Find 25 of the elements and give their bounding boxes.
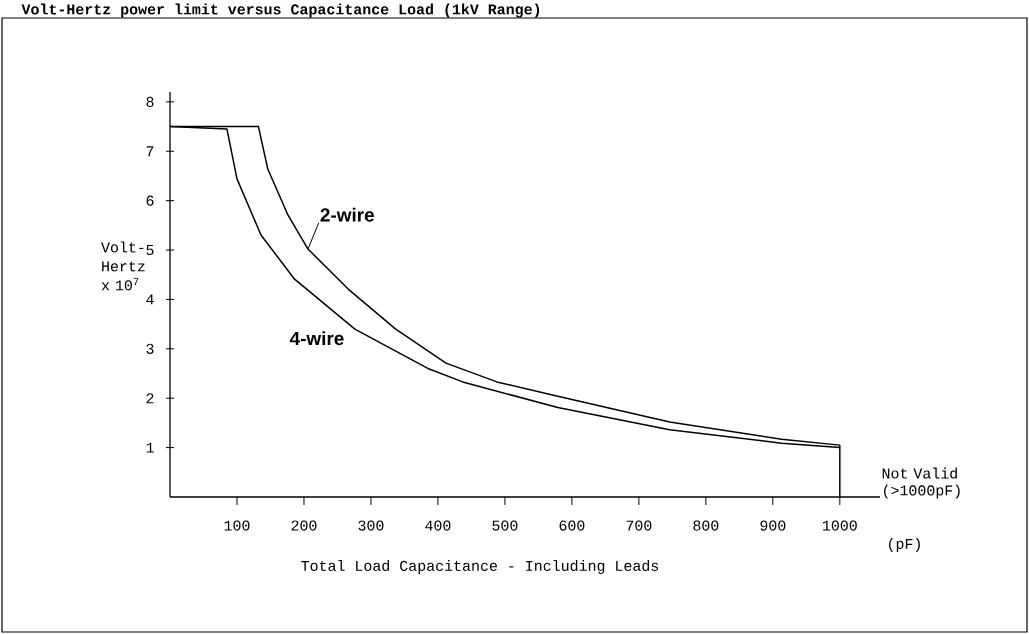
y-tick-label: 2 [146,393,154,404]
x-tick-label: 600 [559,520,585,531]
x-tick-label: 900 [760,520,786,531]
x-tick-label: 800 [693,520,719,531]
x-tick-label: 200 [291,520,317,531]
x-tick-label: 700 [626,520,652,531]
y-axis-title: Volt-Hertz x 10$^{7}$ [101,241,145,291]
y-tick-label: 4 [146,294,154,305]
y-tick-label: 1 [146,442,154,453]
y-tick-label: 8 [146,96,154,107]
series-label: 4-wire [289,331,344,346]
y-tick-label: 5 [146,245,154,256]
x-tick-label: 1000 [822,520,857,531]
text: (pF) [889,538,920,552]
y-tick-label: 6 [146,195,154,206]
x-tick-label: 300 [358,520,384,531]
x-tick-label: 400 [425,520,451,531]
x-tick-label: 100 [224,520,250,531]
x-axis-title: Total Load Capacitance - Including Leads [301,560,659,574]
y-tick-label: 7 [146,146,154,157]
series-label: 2-wire [320,207,374,222]
text: Not Valid (>1000pF) [882,467,960,499]
x-tick-label: 500 [492,520,518,531]
y-tick-label: 3 [146,343,154,354]
chart-title: Volt-Hertz power limit versus Capacitance Load (1kV Range) [21,3,540,18]
